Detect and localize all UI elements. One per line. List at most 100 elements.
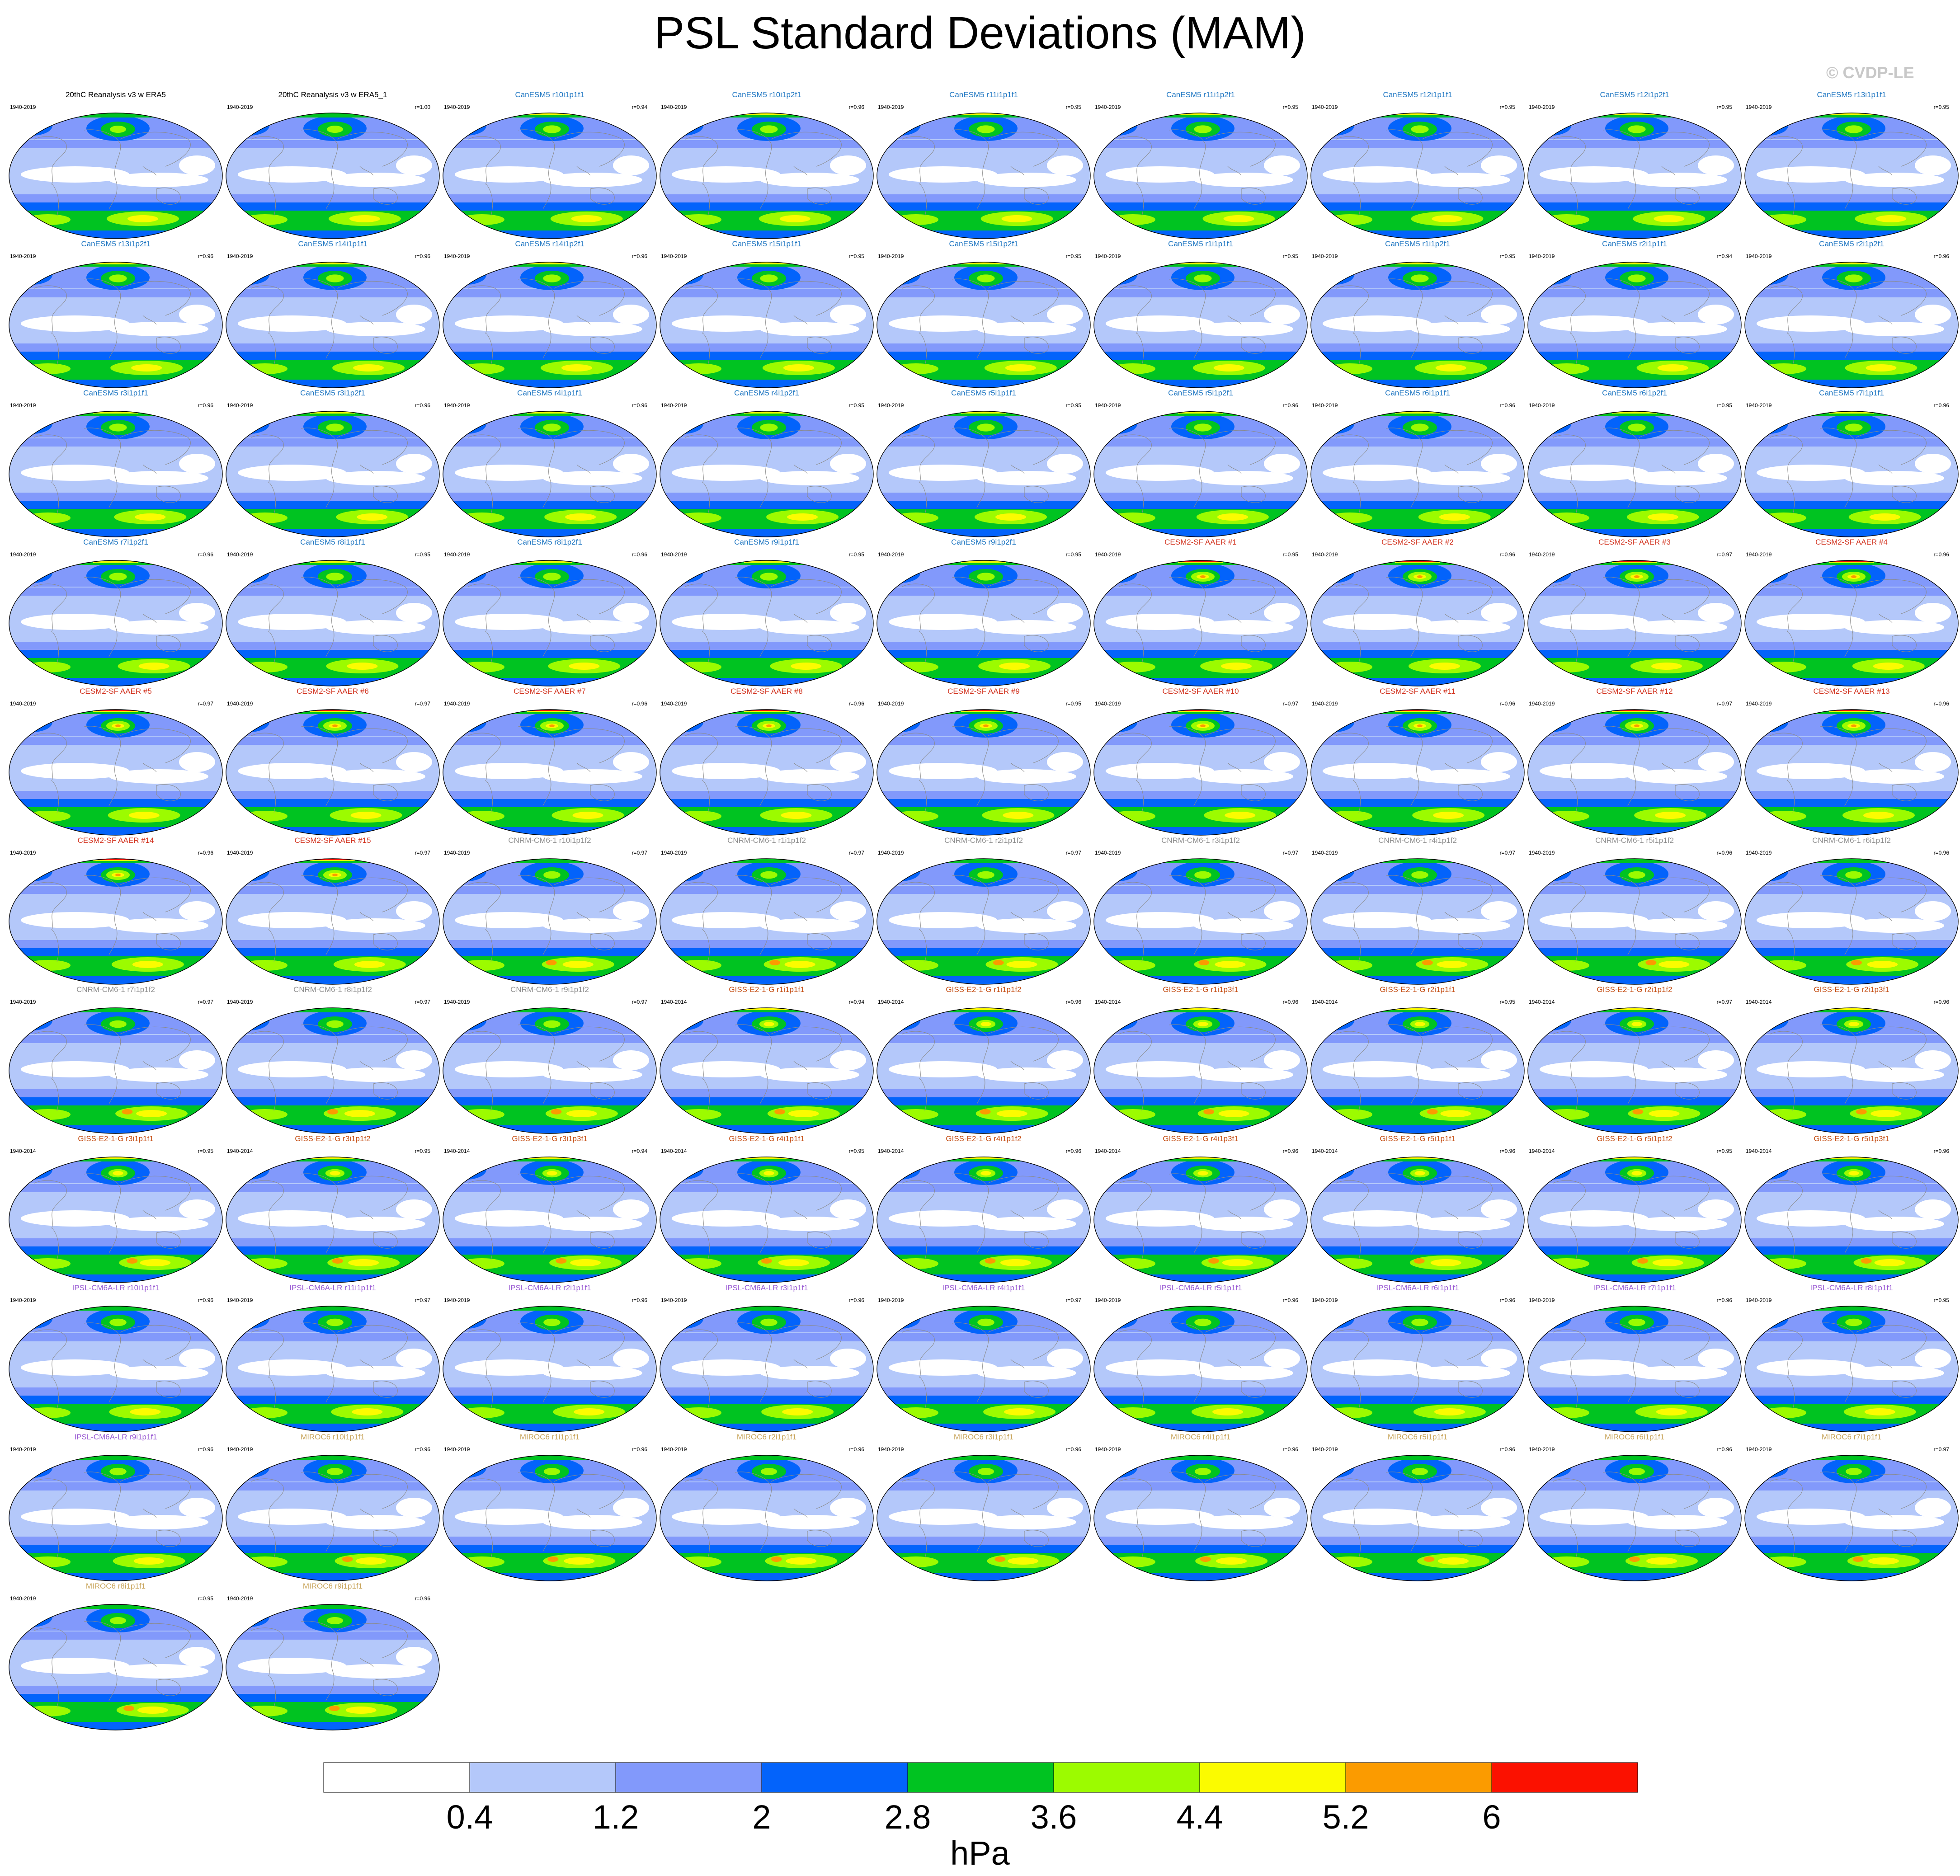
panel-correlation: r=0.94 — [1716, 253, 1732, 259]
panel-title: CNRM-CM6-1 r3i1p1f2 — [1161, 836, 1240, 845]
map-globe — [876, 1007, 1091, 1134]
map-field — [1311, 411, 1524, 537]
panel-period: 1940-2014 — [1312, 1148, 1338, 1154]
map-globe — [9, 1306, 223, 1432]
map-field — [1094, 1306, 1307, 1432]
panel-title: CESM2-SF AAER #10 — [1162, 687, 1239, 696]
colorbar-tick-label: 2.8 — [885, 1798, 931, 1836]
map-field — [1311, 1306, 1524, 1432]
map-globe — [1744, 709, 1959, 836]
panel-correlation: r=0.94 — [848, 999, 864, 1005]
panel-title: CanESM5 r1i1p1f1 — [1168, 240, 1233, 248]
panel-correlation: r=0.95 — [1716, 104, 1732, 110]
panel-correlation: r=0.96 — [1065, 999, 1081, 1005]
map-globe — [226, 262, 440, 388]
panel-title: CESM2-SF AAER #7 — [514, 687, 586, 696]
map-panel: CanESM5 r14i1p1f1 1940-2019 r=0.96 — [224, 240, 441, 389]
panel-title: CanESM5 r7i1p1f1 — [1819, 389, 1884, 397]
map-globe — [1093, 1157, 1308, 1283]
panel-correlation: r=0.95 — [1716, 1148, 1732, 1154]
panel-correlation: r=0.95 — [1499, 999, 1515, 1005]
map-globe — [876, 1455, 1091, 1581]
panel-correlation: r=0.97 — [415, 701, 430, 707]
colorbar-box — [907, 1762, 1054, 1793]
panel-title: CESM2-SF AAER #8 — [730, 687, 803, 696]
map-field — [877, 1157, 1090, 1283]
map-field — [226, 560, 439, 686]
panel-correlation: r=0.97 — [198, 999, 213, 1005]
panel-title: IPSL-CM6A-LR r7i1p1f1 — [1593, 1284, 1676, 1292]
panel-correlation: r=0.96 — [1499, 1297, 1515, 1303]
panel-period: 1940-2019 — [227, 1446, 253, 1453]
map-panel: CNRM-CM6-1 r5i1p1f2 1940-2019 r=0.96 — [1526, 836, 1743, 985]
map-field — [1528, 262, 1741, 388]
panel-period: 1940-2019 — [1746, 1446, 1772, 1453]
map-field — [1745, 1008, 1958, 1133]
panel-correlation: r=0.95 — [1499, 104, 1515, 110]
map-globe — [1744, 113, 1959, 239]
map-globe — [1310, 1007, 1525, 1134]
panel-period: 1940-2019 — [10, 1297, 36, 1303]
panel-period: 1940-2014 — [1746, 1148, 1772, 1154]
map-panel: GISS-E2-1-G r4i1p1f1 1940-2014 r=0.95 — [658, 1134, 875, 1284]
map-panel: MIROC6 r5i1p1f1 1940-2019 r=0.96 — [1309, 1433, 1526, 1582]
map-field — [443, 560, 656, 686]
panel-title: CanESM5 r13i1p2f1 — [81, 240, 151, 248]
map-globe — [660, 1306, 874, 1432]
panel-correlation: r=0.97 — [1716, 701, 1732, 707]
panel-title: IPSL-CM6A-LR r2i1p1f1 — [508, 1284, 591, 1292]
page-title: PSL Standard Deviations (MAM) — [654, 8, 1306, 58]
panel-period: 1940-2019 — [444, 1297, 470, 1303]
panel-period: 1940-2019 — [10, 1446, 36, 1453]
panel-title: CNRM-CM6-1 r1i1p1f2 — [727, 836, 806, 845]
panel-period: 1940-2019 — [444, 402, 470, 409]
panel-period: 1940-2014 — [1746, 999, 1772, 1005]
map-panel: GISS-E2-1-G r4i1p1f2 1940-2014 r=0.96 — [875, 1134, 1092, 1284]
panel-correlation: r=0.95 — [848, 1148, 864, 1154]
panel-correlation: r=0.96 — [1933, 999, 1949, 1005]
map-panel: CanESM5 r3i1p2f1 1940-2019 r=0.96 — [224, 389, 441, 538]
map-panel: CanESM5 r4i1p2f1 1940-2019 r=0.95 — [658, 389, 875, 538]
panel-title: IPSL-CM6A-LR r9i1p1f1 — [74, 1433, 157, 1441]
map-field — [1528, 1306, 1741, 1432]
panel-correlation: r=0.95 — [1282, 253, 1298, 259]
panel-period: 1940-2014 — [444, 1148, 470, 1154]
map-globe — [9, 1455, 223, 1581]
map-panel: CNRM-CM6-1 r8i1p1f2 1940-2019 r=0.97 — [224, 985, 441, 1134]
map-panel: GISS-E2-1-G r3i1p1f2 1940-2014 r=0.95 — [224, 1134, 441, 1284]
panel-correlation: r=0.96 — [415, 402, 430, 409]
panel-correlation: r=0.96 — [1933, 551, 1949, 558]
map-globe — [226, 1007, 440, 1134]
panel-correlation: r=0.96 — [631, 701, 647, 707]
map-globe — [1527, 1455, 1742, 1581]
map-field — [1745, 1455, 1958, 1581]
panel-title: CESM2-SF AAER #15 — [294, 836, 371, 845]
map-field — [660, 1008, 873, 1133]
map-panel: MIROC6 r4i1p1f1 1940-2019 r=0.96 — [1092, 1433, 1309, 1582]
panel-period: 1940-2019 — [227, 402, 253, 409]
panel-period: 1940-2019 — [227, 850, 253, 856]
colorbar-box — [1053, 1762, 1200, 1793]
panel-title: CanESM5 r4i1p2f1 — [734, 389, 799, 397]
panel-title: CanESM5 r12i1p1f1 — [1383, 90, 1452, 99]
map-panel: IPSL-CM6A-LR r10i1p1f1 1940-2019 r=0.96 — [7, 1284, 224, 1433]
map-panel: IPSL-CM6A-LR r2i1p1f1 1940-2019 r=0.96 — [441, 1284, 658, 1433]
map-field — [1094, 560, 1307, 686]
panel-title: CanESM5 r10i1p1f1 — [515, 90, 584, 99]
map-panel: GISS-E2-1-G r2i1p1f2 1940-2014 r=0.97 — [1526, 985, 1743, 1134]
map-globe — [660, 709, 874, 836]
map-panel: CanESM5 r4i1p1f1 1940-2019 r=0.96 — [441, 389, 658, 538]
map-panel: CanESM5 r15i1p2f1 1940-2019 r=0.95 — [875, 240, 1092, 389]
map-globe — [876, 858, 1091, 985]
panel-correlation: r=0.97 — [198, 701, 213, 707]
map-field — [1745, 262, 1958, 388]
panel-period: 1940-2014 — [1095, 999, 1121, 1005]
panel-title: CanESM5 r14i1p2f1 — [515, 240, 584, 248]
panel-correlation: r=0.97 — [1065, 850, 1081, 856]
map-panel: CanESM5 r7i1p1f1 1940-2019 r=0.96 — [1743, 389, 1960, 538]
map-panel: CanESM5 r5i1p1f1 1940-2019 r=0.95 — [875, 389, 1092, 538]
map-field — [9, 262, 222, 388]
map-globe — [1093, 262, 1308, 388]
map-panel: CESM2-SF AAER #11 1940-2019 r=0.96 — [1309, 687, 1526, 836]
map-globe — [443, 411, 657, 537]
